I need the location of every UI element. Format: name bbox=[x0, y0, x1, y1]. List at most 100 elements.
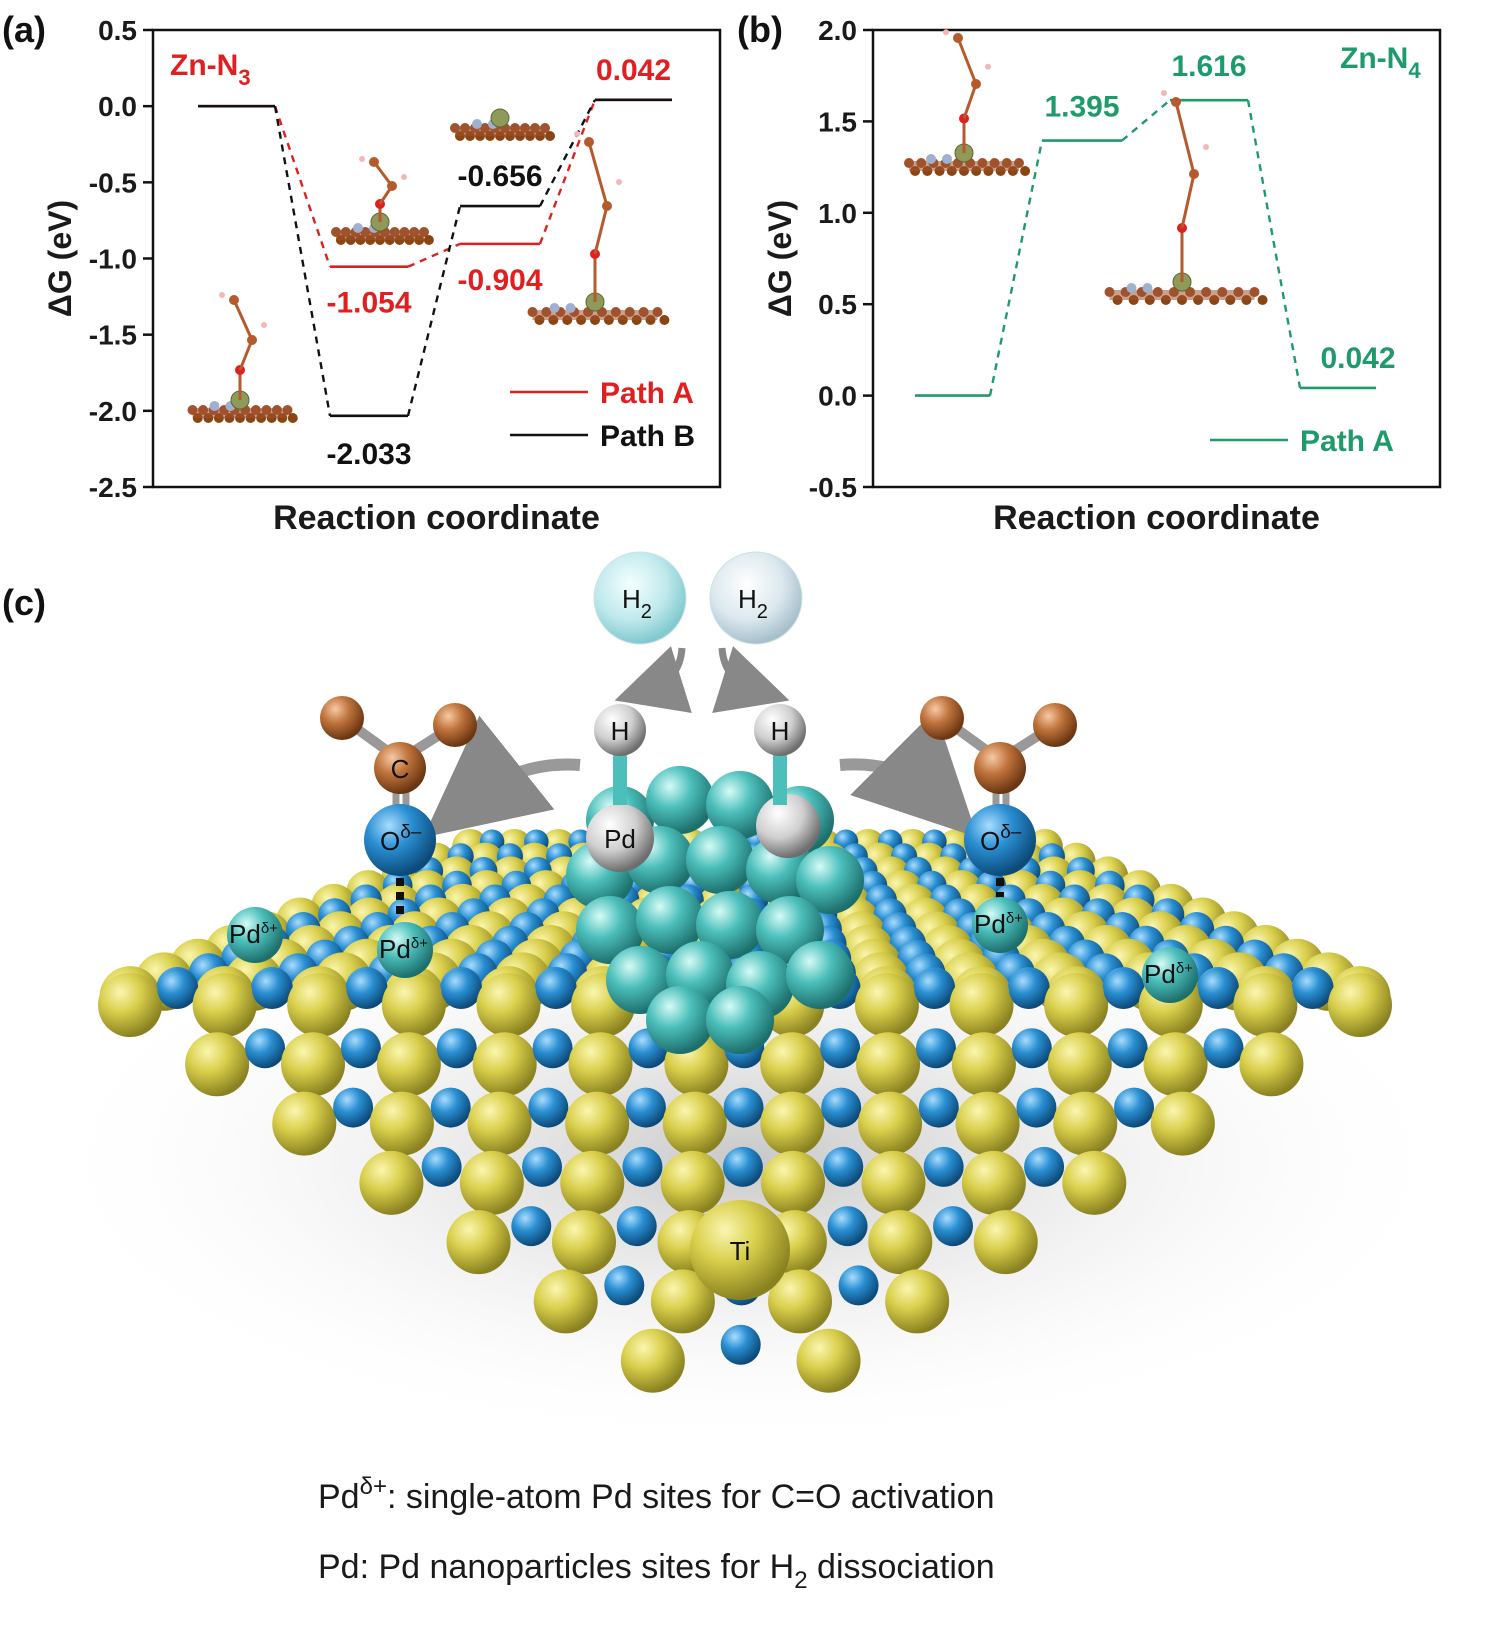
n-atom bbox=[209, 401, 220, 411]
slab-atom bbox=[287, 413, 298, 423]
ti-atom bbox=[856, 1032, 921, 1097]
y-tick-label: 0.5 bbox=[98, 15, 137, 46]
ti-atom bbox=[761, 1150, 826, 1215]
ti-atom bbox=[760, 1032, 825, 1097]
ti-atom bbox=[1143, 1032, 1208, 1097]
y-tick-label: 1.5 bbox=[818, 106, 857, 137]
series-path-b: -2.033 -0.656 bbox=[198, 98, 672, 471]
ti-atom bbox=[885, 1269, 950, 1334]
h2-sub: 2 bbox=[757, 601, 768, 623]
panel-label-b: (b) bbox=[737, 9, 783, 50]
chart-title-main: Zn-N bbox=[170, 49, 238, 82]
pd-single-atom bbox=[1142, 947, 1198, 1003]
ti-atom bbox=[98, 973, 162, 1037]
chart-b: 2.0 1.5 1.0 0.5 0.0 -0.5 Reaction coordinate ΔG… bbox=[762, 15, 1442, 537]
slab-atom bbox=[545, 131, 555, 141]
caption-pd-single: Pd bbox=[318, 1478, 360, 1516]
c-atom bbox=[1171, 97, 1181, 107]
chart-title: Zn-N4 bbox=[1340, 42, 1421, 83]
ti-atom bbox=[1150, 1091, 1215, 1156]
o-atom bbox=[532, 1028, 573, 1069]
h-atom bbox=[754, 704, 806, 756]
h2-main: H bbox=[622, 584, 641, 614]
ti-atom bbox=[185, 1032, 250, 1097]
o-atom bbox=[1011, 1028, 1052, 1069]
chart-title: Zn-N3 bbox=[170, 49, 251, 90]
o-atom bbox=[535, 969, 576, 1009]
h-atom bbox=[261, 322, 267, 328]
y-tick-label: 2.0 bbox=[818, 15, 857, 46]
pd-single-atom bbox=[227, 907, 283, 963]
h-atom-label: H bbox=[771, 716, 790, 746]
c-atom bbox=[374, 742, 426, 794]
ti-atom bbox=[951, 1032, 1016, 1097]
h-atom bbox=[219, 292, 225, 298]
ti-atom bbox=[272, 1091, 337, 1156]
n-atom bbox=[942, 154, 952, 164]
ti-atom bbox=[369, 1091, 434, 1156]
ti-atom bbox=[192, 973, 257, 1037]
substituent-atom bbox=[920, 696, 964, 740]
o-atom bbox=[346, 969, 387, 1009]
h-atom bbox=[943, 29, 949, 36]
h-atom-label: H bbox=[611, 716, 630, 746]
pd-nanoparticle-atom bbox=[786, 941, 854, 1009]
pd-atom-labeled bbox=[586, 804, 654, 872]
inset-initial bbox=[187, 292, 298, 423]
x-axis-label: Reaction coordinate bbox=[273, 499, 600, 537]
ti-atom bbox=[459, 1150, 524, 1215]
h-atom bbox=[616, 179, 622, 185]
ti-atom bbox=[446, 1210, 511, 1275]
ti-atom bbox=[620, 1328, 685, 1393]
ti-atom bbox=[949, 973, 1014, 1037]
slab-bar bbox=[909, 161, 1019, 171]
o-atom bbox=[823, 1146, 864, 1187]
x-axis-label: Reaction coordinate bbox=[993, 499, 1320, 537]
y-axis-label: ΔG (eV) bbox=[42, 200, 78, 317]
energy-value-label: 0.042 bbox=[596, 54, 671, 87]
ti-atom bbox=[1233, 973, 1298, 1037]
ti-atom bbox=[760, 1091, 825, 1156]
inset-path-b bbox=[527, 131, 670, 325]
y-tick-label: -1.0 bbox=[89, 244, 137, 275]
energy-connector bbox=[406, 205, 462, 417]
o-atom bbox=[720, 1324, 761, 1365]
energy-connector bbox=[538, 99, 597, 207]
ti-atom bbox=[1044, 973, 1109, 1037]
o-atom bbox=[1114, 1087, 1155, 1128]
h2-label: H2 bbox=[622, 584, 652, 623]
ti-atom bbox=[1062, 1150, 1127, 1215]
o-atom bbox=[522, 1146, 563, 1187]
pd-single-label: Pdδ+ bbox=[1144, 959, 1193, 989]
o-atom bbox=[604, 1265, 645, 1306]
h2-label: H2 bbox=[738, 584, 768, 623]
ti-atom bbox=[1053, 1091, 1118, 1156]
h2-sub: 2 bbox=[641, 601, 652, 623]
o-atom bbox=[821, 1087, 862, 1128]
ti-atom bbox=[472, 1032, 537, 1097]
o-atom bbox=[1198, 969, 1239, 1009]
ti-atom bbox=[858, 1091, 922, 1156]
pd-single-main: Pd bbox=[379, 934, 411, 964]
bond bbox=[956, 37, 978, 85]
bond bbox=[593, 205, 609, 255]
pd-single-label: Pdδ+ bbox=[379, 934, 428, 964]
h2-main: H bbox=[738, 584, 757, 614]
o-delta-atom bbox=[364, 804, 436, 876]
substituent-atom bbox=[433, 703, 477, 747]
energy-connector bbox=[273, 105, 332, 417]
n-atom bbox=[1142, 283, 1153, 293]
slab-bar bbox=[532, 310, 658, 320]
caption-line-2: Pd: Pd nanoparticles sites for H2 dissoc… bbox=[318, 1548, 995, 1594]
pd-nanoparticle-atom bbox=[686, 826, 754, 894]
ti-atom bbox=[973, 1210, 1038, 1275]
pd-single-label: Pdδ+ bbox=[229, 919, 278, 949]
c-atom-label: C bbox=[391, 754, 410, 784]
o-atom bbox=[838, 1265, 879, 1306]
energy-value-label: -0.904 bbox=[457, 264, 542, 297]
n-atom bbox=[1126, 283, 1137, 293]
o-atom bbox=[245, 1028, 286, 1069]
energy-connector bbox=[1121, 99, 1171, 142]
o-main: O bbox=[980, 826, 1000, 856]
y-tick-label: -0.5 bbox=[89, 167, 137, 198]
